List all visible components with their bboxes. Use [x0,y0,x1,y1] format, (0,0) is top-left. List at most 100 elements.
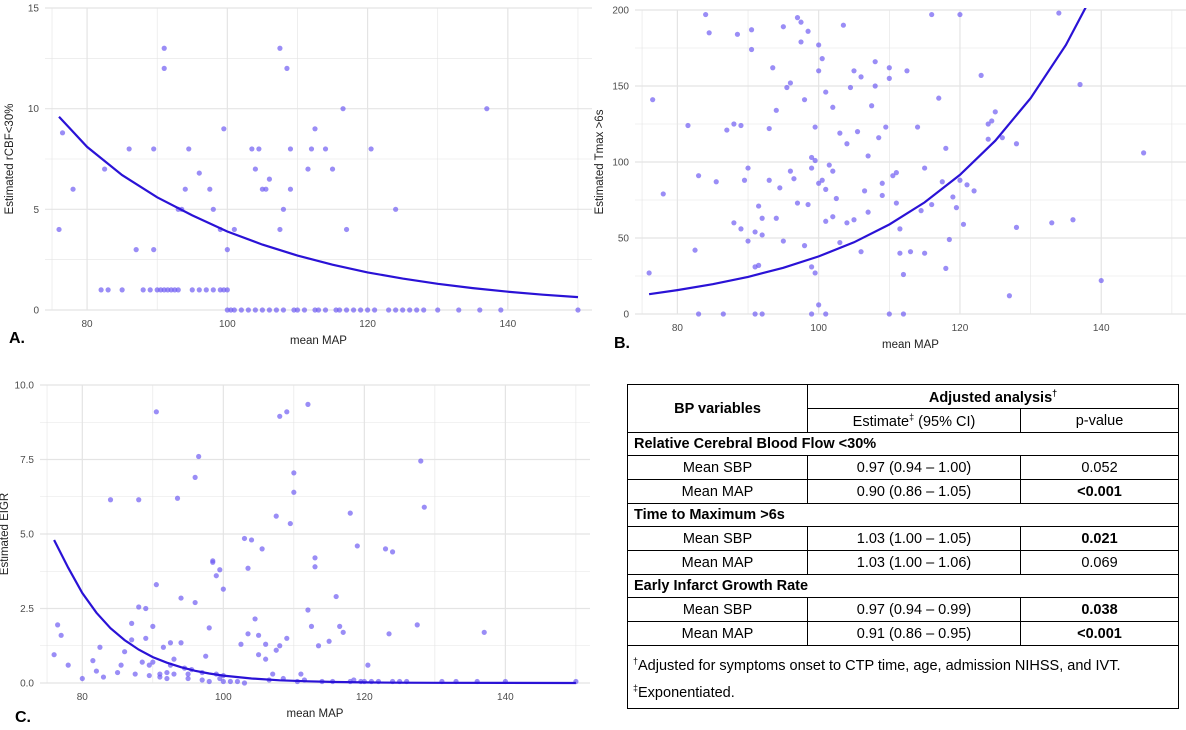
panel-letter-b: B. [614,335,630,352]
data-point [893,170,899,176]
data-point [59,130,66,136]
data-point [322,146,329,152]
data-point [801,97,808,103]
x-tick-label: 100 [215,692,232,703]
data-point [98,287,104,293]
data-point [943,145,949,151]
data-point [151,247,157,253]
data-point [182,186,188,192]
data-point [812,124,818,130]
data-point [287,186,294,192]
data-point [186,146,192,152]
data-point [102,166,108,172]
data-point [805,28,811,34]
data-point [350,307,357,313]
table-row: Mean SBP 0.97 (0.94 – 1.00) 0.052 [627,455,1179,480]
data-point [79,675,85,682]
data-point [213,573,219,579]
data-point [164,669,170,676]
data-point [435,307,441,313]
data-point [904,68,910,74]
pvalue-cell: 0.038 [1020,597,1179,622]
data-point [273,647,279,653]
data-point [752,311,758,317]
data-point [277,413,283,419]
data-point [865,209,871,215]
data-point [650,97,656,103]
data-point [249,146,255,152]
table-subheader-row: Estimate‡ (95% CI) p-value [628,408,1179,433]
variable-cell: Mean MAP [627,621,808,646]
data-point [685,122,691,129]
data-point [816,68,822,74]
data-point [150,659,156,665]
data-point [812,270,818,276]
table-row: Mean MAP 0.90 (0.86 – 1.05) <0.001 [627,479,1179,504]
data-point [340,106,346,112]
estimate-cell: 1.03 (1.00 – 1.06) [807,550,1021,575]
data-point [816,180,822,186]
data-point [498,307,504,313]
data-point [354,543,360,549]
data-point [812,157,818,164]
x-tick-label: 80 [82,319,94,330]
y-axis-label: Estimated Tmax >6s [594,109,606,214]
data-point [185,675,191,682]
data-point [114,669,121,676]
section-title: Early Infarct Growth Rate [627,574,1179,598]
data-point [826,162,832,168]
x-axis-label: mean MAP [290,335,347,347]
data-point [129,637,135,643]
x-tick-label: 140 [500,319,517,330]
x-tick-label: 100 [810,323,827,334]
data-point [858,249,864,255]
data-point [865,153,871,159]
data-point [308,623,315,629]
data-point [907,249,914,255]
x-tick-label: 80 [672,323,684,334]
data-point [851,68,857,74]
data-point [210,206,216,212]
y-tick-label: 0.0 [20,679,34,690]
estimate-cell: 1.03 (1.00 – 1.05) [807,526,1021,551]
data-point [357,307,364,313]
data-point [886,75,892,81]
data-point [220,586,226,592]
data-point [199,677,205,683]
data-point [118,662,124,668]
data-point [872,83,878,89]
data-point [886,311,892,317]
section-title: Time to Maximum >6s [627,503,1179,527]
data-point [724,127,730,133]
data-point [241,680,248,686]
data-point [893,200,899,206]
data-point [298,671,304,677]
data-point [291,489,297,495]
section-row: Early Infarct Growth Rate [627,574,1179,598]
data-point [731,121,737,127]
data-point [146,672,152,679]
data-point [245,565,251,571]
data-point [252,166,258,172]
data-point [741,177,748,183]
data-point [646,270,652,276]
data-point [766,125,772,132]
data-point [252,307,258,313]
data-point [960,221,967,227]
data-point [372,307,378,313]
data-point [989,118,995,124]
data-point [133,247,139,253]
data-point [731,220,737,226]
data-point [224,287,230,293]
data-point [879,192,885,199]
chart-c-eigr: 80 100 120 140 0.0 2.5 5.0 7.5 10.0 mean MAP Estim… [0,381,590,720]
data-point [851,217,857,223]
data-point [147,287,153,293]
x-tick-label: 80 [77,692,89,703]
section-row: Relative Cerebral Blood Flow <30% [627,432,1179,456]
data-point [407,307,413,313]
data-point [883,124,889,130]
data-point [139,659,145,665]
data-point [241,535,248,542]
data-point [1049,220,1055,226]
